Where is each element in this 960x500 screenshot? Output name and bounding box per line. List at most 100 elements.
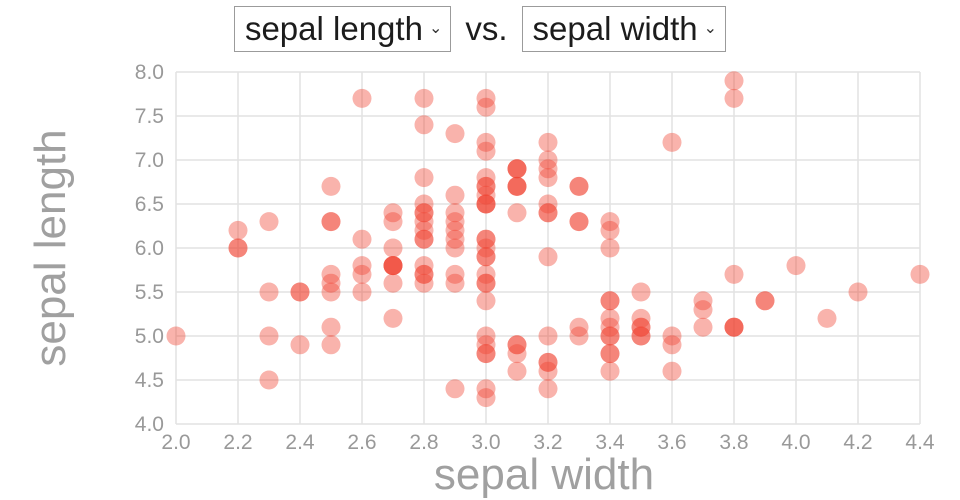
data-point bbox=[507, 176, 527, 196]
x-axis-label: sepal width bbox=[433, 450, 655, 499]
data-point bbox=[507, 176, 527, 196]
data-point bbox=[693, 300, 713, 320]
data-point bbox=[383, 238, 403, 258]
data-point bbox=[445, 220, 465, 240]
data-point bbox=[383, 273, 403, 293]
data-point bbox=[383, 256, 403, 276]
data-point bbox=[414, 256, 434, 276]
data-point bbox=[600, 220, 620, 240]
x-tick-label: 4.2 bbox=[843, 431, 872, 454]
data-point bbox=[445, 264, 465, 284]
y-tick-label: 6.5 bbox=[135, 193, 164, 216]
data-point bbox=[662, 326, 682, 346]
data-point bbox=[755, 291, 775, 311]
data-point bbox=[600, 344, 620, 364]
x-tick-label: 2.0 bbox=[161, 431, 190, 454]
data-point bbox=[631, 282, 651, 302]
vs-label: vs. bbox=[465, 10, 508, 47]
y-tick-label: 7.0 bbox=[135, 149, 164, 172]
data-point bbox=[507, 344, 527, 364]
data-point bbox=[321, 273, 341, 293]
data-point bbox=[414, 229, 434, 249]
x-tick-label: 3.6 bbox=[657, 431, 686, 454]
data-point bbox=[321, 264, 341, 284]
data-point bbox=[693, 317, 713, 337]
data-point bbox=[538, 203, 558, 223]
data-point bbox=[445, 379, 465, 399]
data-point bbox=[476, 238, 496, 258]
data-point bbox=[414, 168, 434, 188]
data-point bbox=[259, 370, 279, 390]
data-point bbox=[259, 326, 279, 346]
data-point bbox=[910, 264, 930, 284]
data-point bbox=[538, 159, 558, 179]
data-point bbox=[476, 88, 496, 108]
data-point bbox=[600, 212, 620, 232]
x-tick-label: 3.2 bbox=[533, 431, 562, 454]
data-point bbox=[724, 264, 744, 284]
y-variable-select[interactable]: sepal length ⌄ bbox=[233, 6, 452, 52]
data-point bbox=[445, 212, 465, 232]
data-point bbox=[538, 203, 558, 223]
data-point bbox=[476, 141, 496, 161]
data-point bbox=[507, 159, 527, 179]
data-point bbox=[724, 88, 744, 108]
data-point bbox=[476, 132, 496, 152]
data-point bbox=[755, 291, 775, 311]
data-point bbox=[383, 212, 403, 232]
data-point bbox=[476, 168, 496, 188]
data-point bbox=[476, 291, 496, 311]
data-point bbox=[290, 335, 310, 355]
x-variable-select[interactable]: sepal width ⌄ bbox=[521, 6, 727, 52]
y-tick-label: 4.5 bbox=[135, 369, 164, 392]
x-tick-label: 2.6 bbox=[347, 431, 376, 454]
data-point bbox=[631, 308, 651, 328]
data-point bbox=[476, 247, 496, 267]
data-point bbox=[383, 308, 403, 328]
data-point bbox=[662, 361, 682, 381]
data-point bbox=[445, 203, 465, 223]
y-tick-label: 4.0 bbox=[135, 413, 164, 436]
data-point bbox=[414, 203, 434, 223]
y-tick-label: 6.0 bbox=[135, 237, 164, 260]
data-point bbox=[321, 212, 341, 232]
data-point bbox=[507, 159, 527, 179]
data-point bbox=[569, 176, 589, 196]
data-point bbox=[352, 282, 372, 302]
data-point bbox=[724, 317, 744, 337]
data-point bbox=[569, 317, 589, 337]
data-point bbox=[476, 194, 496, 214]
data-point bbox=[445, 185, 465, 205]
x-tick-label: 2.4 bbox=[285, 431, 315, 454]
data-point bbox=[321, 317, 341, 337]
data-point bbox=[476, 379, 496, 399]
data-point bbox=[538, 247, 558, 267]
data-point bbox=[848, 282, 868, 302]
data-point bbox=[600, 317, 620, 337]
data-point bbox=[631, 326, 651, 346]
x-tick-label: 4.0 bbox=[781, 431, 810, 454]
chevron-down-icon: ⌄ bbox=[703, 20, 718, 37]
data-point bbox=[476, 344, 496, 364]
data-point bbox=[476, 273, 496, 293]
data-point bbox=[476, 176, 496, 196]
data-point bbox=[414, 115, 434, 135]
data-point bbox=[786, 256, 806, 276]
y-axis-label: sepal length bbox=[26, 129, 75, 367]
data-point bbox=[507, 159, 527, 179]
data-point bbox=[228, 238, 248, 258]
y-tick-label: 5.5 bbox=[135, 281, 164, 304]
data-point bbox=[476, 176, 496, 196]
data-point bbox=[445, 124, 465, 144]
data-point bbox=[600, 326, 620, 346]
data-point bbox=[476, 344, 496, 364]
data-point bbox=[476, 264, 496, 284]
data-point bbox=[507, 203, 527, 223]
x-tick-label: 2.8 bbox=[409, 431, 438, 454]
data-point bbox=[476, 97, 496, 117]
data-point bbox=[600, 344, 620, 364]
data-point bbox=[600, 291, 620, 311]
data-point bbox=[414, 264, 434, 284]
data-point bbox=[538, 168, 558, 188]
